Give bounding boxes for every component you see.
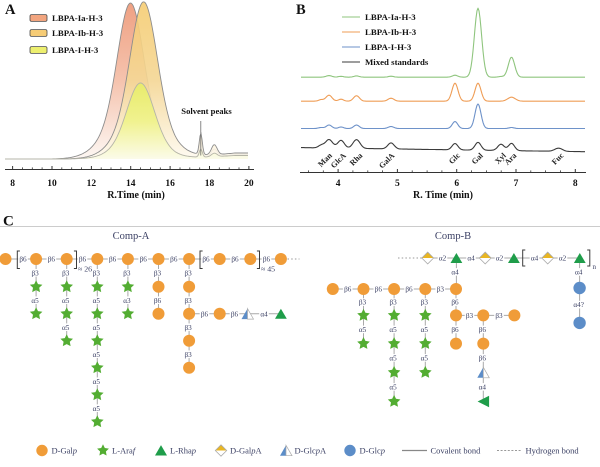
svg-text:LBPA-Ib-H-3: LBPA-Ib-H-3	[52, 28, 104, 38]
svg-text:α5: α5	[93, 351, 101, 359]
svg-text:β6: β6	[451, 299, 459, 307]
svg-text:20: 20	[244, 179, 254, 189]
svg-text:14: 14	[126, 179, 136, 189]
svg-text:≈ 45: ≈ 45	[261, 264, 275, 273]
svg-text:β3: β3	[184, 351, 192, 359]
svg-text:β6: β6	[451, 326, 459, 334]
svg-text:Hydrogen bond: Hydrogen bond	[526, 446, 580, 456]
svg-text:Comp-B: Comp-B	[435, 231, 471, 242]
svg-text:β6: β6	[231, 256, 239, 264]
svg-text:α5: α5	[93, 405, 101, 413]
svg-text:n: n	[593, 263, 597, 271]
svg-text:D-Galp: D-Galp	[52, 446, 78, 456]
svg-text:β6: β6	[109, 256, 117, 264]
svg-text:≈ 26: ≈ 26	[78, 264, 92, 273]
svg-text:β3: β3	[184, 324, 192, 332]
svg-text:β6: β6	[140, 256, 148, 264]
svg-text:β6: β6	[48, 256, 56, 264]
svg-text:α5: α5	[389, 326, 397, 334]
svg-text:β6: β6	[201, 310, 209, 318]
svg-text:α3: α3	[123, 297, 131, 305]
svg-text:18: 18	[205, 179, 215, 189]
svg-text:Mixed standards: Mixed standards	[365, 57, 429, 67]
svg-text:α5: α5	[62, 297, 70, 305]
svg-text:α5: α5	[359, 326, 367, 334]
svg-text:6: 6	[454, 179, 459, 189]
svg-text:β3: β3	[466, 312, 474, 320]
svg-text:β3: β3	[123, 269, 131, 277]
svg-text:α5: α5	[421, 355, 429, 363]
svg-text:β3: β3	[31, 269, 39, 277]
svg-text:β3: β3	[184, 269, 192, 277]
svg-text:Comp-A: Comp-A	[113, 231, 150, 242]
svg-text:β6: β6	[231, 310, 239, 318]
svg-text:α4: α4	[467, 255, 475, 263]
svg-text:B: B	[296, 2, 306, 18]
svg-text:β3: β3	[93, 269, 101, 277]
svg-text:LBPA-Ia-H-3: LBPA-Ia-H-3	[52, 13, 103, 23]
svg-text:LBPA-I-H-3: LBPA-I-H-3	[365, 42, 412, 52]
svg-text:β3: β3	[154, 269, 162, 277]
svg-text:5: 5	[395, 179, 400, 189]
svg-text:D-Glcp: D-Glcp	[360, 446, 386, 456]
svg-text:α5: α5	[93, 297, 101, 305]
svg-text:β6: β6	[19, 256, 27, 264]
svg-text:β3: β3	[359, 299, 367, 307]
svg-text:L-Rhap: L-Rhap	[170, 446, 196, 456]
svg-text:10: 10	[47, 179, 57, 189]
svg-text:12: 12	[87, 179, 97, 189]
svg-text:4: 4	[336, 179, 341, 189]
svg-text:β6: β6	[375, 286, 383, 294]
svg-text:α5: α5	[389, 355, 397, 363]
svg-text:β6: β6	[479, 326, 487, 334]
svg-text:β3: β3	[62, 269, 70, 277]
svg-text:A: A	[5, 2, 16, 18]
svg-text:β3: β3	[495, 312, 503, 320]
svg-text:α5: α5	[62, 324, 70, 332]
svg-text:LBPA-Ib-H-3: LBPA-Ib-H-3	[365, 27, 417, 37]
svg-text:8: 8	[573, 179, 578, 189]
svg-text:Solvent peaks: Solvent peaks	[181, 106, 232, 116]
svg-text:α4: α4	[260, 310, 268, 318]
svg-text:β6: β6	[344, 286, 352, 294]
svg-text:α5: α5	[93, 324, 101, 332]
svg-text:Covalent bond: Covalent bond	[431, 446, 482, 456]
svg-text:α4?: α4?	[573, 301, 584, 309]
svg-text:α4: α4	[531, 255, 539, 263]
svg-text:β3: β3	[421, 299, 429, 307]
svg-text:β6: β6	[263, 256, 271, 264]
svg-text:β6: β6	[405, 286, 413, 294]
svg-text:β6: β6	[79, 256, 87, 264]
svg-text:β3: β3	[184, 297, 192, 305]
svg-text:8: 8	[10, 179, 15, 189]
svg-text:R. Time (min): R. Time (min)	[413, 190, 473, 201]
svg-text:LBPA-Ia-H-3: LBPA-Ia-H-3	[365, 12, 416, 22]
svg-text:α5: α5	[93, 378, 101, 386]
svg-text:α2: α2	[559, 255, 567, 263]
svg-text:D-GlcpA: D-GlcpA	[295, 446, 328, 456]
svg-text:C: C	[3, 213, 14, 229]
svg-text:α4: α4	[451, 269, 459, 277]
svg-text:α4: α4	[575, 269, 583, 277]
svg-text:β3: β3	[389, 299, 397, 307]
svg-text:β6: β6	[202, 256, 210, 264]
svg-text:α2: α2	[496, 255, 504, 263]
svg-text:β6: β6	[479, 355, 487, 363]
svg-text:β6: β6	[170, 256, 178, 264]
svg-text:LBPA-I-H-3: LBPA-I-H-3	[52, 45, 99, 55]
svg-text:L-Araf: L-Araf	[112, 446, 137, 456]
svg-text:α5: α5	[389, 384, 397, 392]
svg-text:α2: α2	[439, 255, 447, 263]
svg-text:16: 16	[165, 179, 175, 189]
svg-text:7: 7	[514, 179, 519, 189]
svg-text:α4: α4	[479, 384, 487, 392]
svg-text:R.Time (min): R.Time (min)	[107, 190, 165, 201]
svg-text:β3: β3	[437, 286, 445, 294]
svg-text:α5: α5	[421, 326, 429, 334]
svg-text:D-GalpA: D-GalpA	[230, 446, 263, 456]
svg-text:α5: α5	[31, 297, 39, 305]
svg-text:β6: β6	[154, 297, 162, 305]
